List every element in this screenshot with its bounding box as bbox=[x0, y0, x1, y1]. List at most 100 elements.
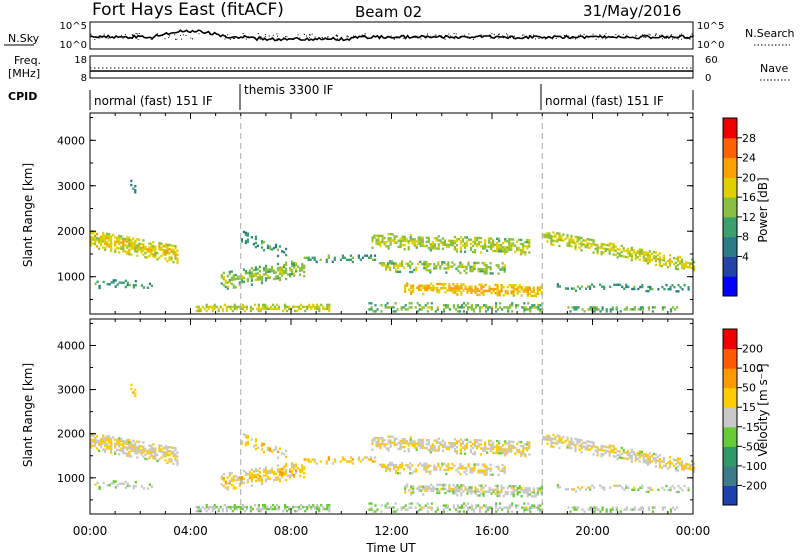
heatmap-cell bbox=[593, 285, 596, 288]
heatmap-cell bbox=[432, 485, 435, 489]
heatmap-cell bbox=[408, 302, 411, 305]
heatmap-cell bbox=[270, 265, 274, 269]
heatmap-cell bbox=[391, 435, 394, 438]
heatmap-cell bbox=[256, 276, 259, 279]
nsearch-point bbox=[321, 37, 323, 38]
heatmap-cell bbox=[542, 437, 545, 441]
heatmap-cell bbox=[304, 505, 307, 509]
heatmap-cell bbox=[484, 443, 487, 446]
heatmap-cell bbox=[638, 254, 641, 257]
heatmap-cell bbox=[459, 246, 462, 249]
heatmap-cell bbox=[333, 256, 336, 259]
heatmap-cell bbox=[471, 240, 475, 244]
heatmap-cell bbox=[291, 260, 294, 263]
heatmap-cell bbox=[195, 505, 198, 509]
heatmap-cell bbox=[383, 463, 386, 467]
heatmap-cell bbox=[480, 285, 483, 288]
heatmap-cell bbox=[518, 238, 521, 241]
heatmap-cell bbox=[673, 286, 676, 289]
heatmap-cell bbox=[509, 306, 512, 309]
heatmap-cell bbox=[228, 281, 231, 284]
colorbar-tick-label: 100 bbox=[742, 362, 763, 375]
heatmap-cell bbox=[622, 449, 625, 452]
heatmap-cell bbox=[508, 246, 511, 249]
nsearch-point bbox=[564, 36, 565, 38]
heatmap-cell bbox=[516, 491, 519, 494]
heatmap-cell bbox=[511, 310, 514, 313]
heatmap-cell bbox=[387, 245, 390, 248]
heatmap-cell bbox=[403, 266, 406, 269]
heatmap-cell bbox=[413, 442, 416, 445]
heatmap-cell bbox=[128, 450, 131, 454]
heatmap-cell bbox=[393, 439, 396, 442]
heatmap-cell bbox=[587, 285, 590, 288]
heatmap-cell bbox=[478, 308, 482, 311]
heatmap-cell bbox=[631, 287, 634, 291]
heatmap-cell bbox=[303, 458, 306, 461]
heatmap-cell bbox=[172, 450, 175, 454]
heatmap-cell bbox=[596, 248, 599, 251]
heatmap-cell bbox=[528, 288, 531, 291]
heatmap-cell bbox=[295, 268, 298, 271]
heatmap-cell bbox=[403, 440, 406, 443]
heatmap-cell bbox=[668, 461, 672, 465]
heatmap-cell bbox=[459, 444, 462, 447]
heatmap-cell bbox=[408, 489, 411, 492]
heatmap-cell bbox=[556, 442, 559, 445]
heatmap-cell bbox=[490, 241, 493, 244]
heatmap-cell bbox=[495, 310, 498, 313]
heatmap-cell bbox=[480, 287, 483, 290]
heatmap-cell bbox=[150, 284, 153, 288]
heatmap-cell bbox=[678, 461, 682, 465]
heatmap-cell bbox=[412, 485, 415, 488]
heatmap-cell bbox=[370, 506, 373, 509]
heatmap-cell bbox=[281, 268, 284, 271]
heatmap-cell bbox=[591, 306, 594, 309]
heatmap-cell bbox=[574, 445, 577, 449]
heatmap-cell bbox=[437, 243, 440, 246]
heatmap-cell bbox=[596, 252, 599, 255]
heatmap-cell bbox=[410, 506, 413, 509]
heatmap-cell bbox=[633, 285, 636, 289]
heatmap-cell bbox=[455, 244, 458, 247]
heatmap-cell bbox=[261, 303, 265, 307]
heatmap-cell bbox=[504, 252, 507, 255]
heatmap-cell bbox=[641, 506, 644, 509]
heatmap-cell bbox=[128, 283, 131, 287]
nsearch-point bbox=[661, 34, 663, 36]
heatmap-cell bbox=[674, 257, 678, 260]
heatmap-cell bbox=[678, 262, 682, 265]
heatmap-cell bbox=[502, 450, 505, 453]
heatmap-cell bbox=[453, 450, 456, 453]
heatmap-cell bbox=[110, 241, 113, 244]
heatmap-cell bbox=[260, 275, 264, 279]
heatmap-cell bbox=[124, 238, 127, 241]
heatmap-cell bbox=[477, 236, 481, 240]
heatmap-cell bbox=[154, 457, 157, 460]
heatmap-cell bbox=[380, 304, 383, 307]
heatmap-cell bbox=[108, 233, 111, 236]
heatmap-cell bbox=[510, 244, 513, 247]
heatmap-cell bbox=[94, 282, 97, 285]
nsearch-point bbox=[358, 36, 360, 38]
heatmap-cell bbox=[433, 449, 436, 452]
heatmap-cell bbox=[526, 495, 529, 498]
heatmap-cell bbox=[461, 465, 464, 468]
heatmap-cell bbox=[455, 248, 458, 251]
heatmap-cell bbox=[570, 234, 573, 238]
nsearch-point bbox=[578, 35, 579, 37]
heatmap-cell bbox=[399, 237, 402, 240]
heatmap-cell bbox=[427, 265, 430, 268]
heatmap-cell bbox=[168, 459, 171, 463]
heatmap-cell bbox=[515, 304, 518, 307]
heatmap-cell bbox=[244, 270, 247, 273]
colorbar-cell bbox=[723, 465, 737, 486]
heatmap-cell bbox=[664, 263, 668, 266]
heatmap-cell bbox=[268, 469, 272, 472]
heatmap-cell bbox=[589, 308, 592, 311]
heatmap-cell bbox=[233, 307, 236, 311]
heatmap-cell bbox=[102, 434, 105, 437]
heatmap-cell bbox=[498, 445, 501, 449]
heatmap-cell bbox=[269, 507, 273, 511]
heatmap-cell bbox=[502, 486, 505, 490]
